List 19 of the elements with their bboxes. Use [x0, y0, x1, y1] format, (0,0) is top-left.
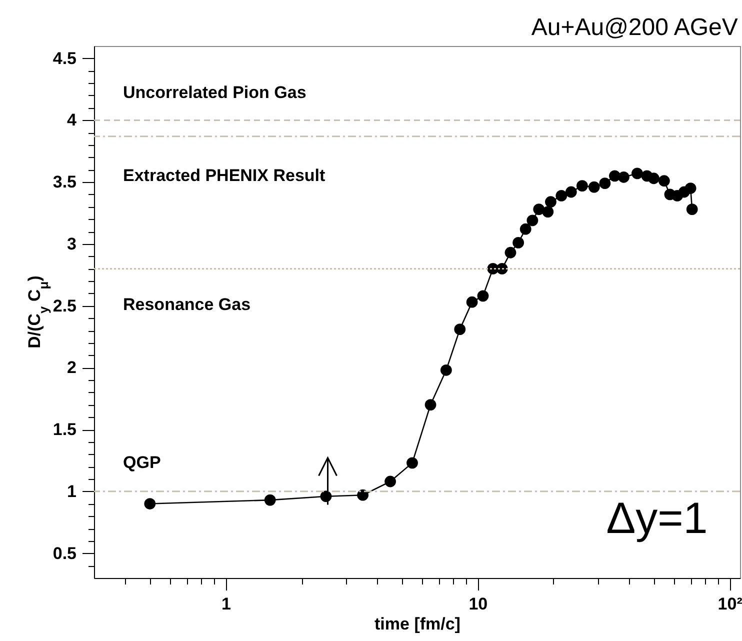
- annotation: Resonance Gas: [123, 295, 251, 314]
- annotation: Uncorrelated Pion Gas: [123, 83, 306, 102]
- x-tick-label: 1: [221, 594, 231, 614]
- annotation: Δy=1: [606, 494, 708, 543]
- x-tick-label: 10: [468, 594, 488, 614]
- y-tick-label: 3: [67, 234, 76, 254]
- x-tick-label: 10²: [718, 594, 742, 614]
- annotation: Extracted PHENIX Result: [123, 166, 326, 185]
- chart-title: Au+Au@200 AGeV: [531, 14, 738, 41]
- y-tick-label: 4.5: [52, 48, 76, 68]
- y-tick-label: 2: [67, 358, 76, 378]
- y-tick-label: 3.5: [52, 172, 76, 192]
- y-tick-label: 1: [67, 482, 76, 501]
- y-tick-label: 2.5: [52, 296, 76, 316]
- y-tick-label: 0.5: [52, 544, 76, 563]
- y-tick-label: 1.5: [52, 420, 76, 440]
- x-axis-title: time [fm/c]: [374, 614, 460, 634]
- y-tick-label: 4: [67, 110, 78, 130]
- annotation: QGP: [123, 453, 161, 472]
